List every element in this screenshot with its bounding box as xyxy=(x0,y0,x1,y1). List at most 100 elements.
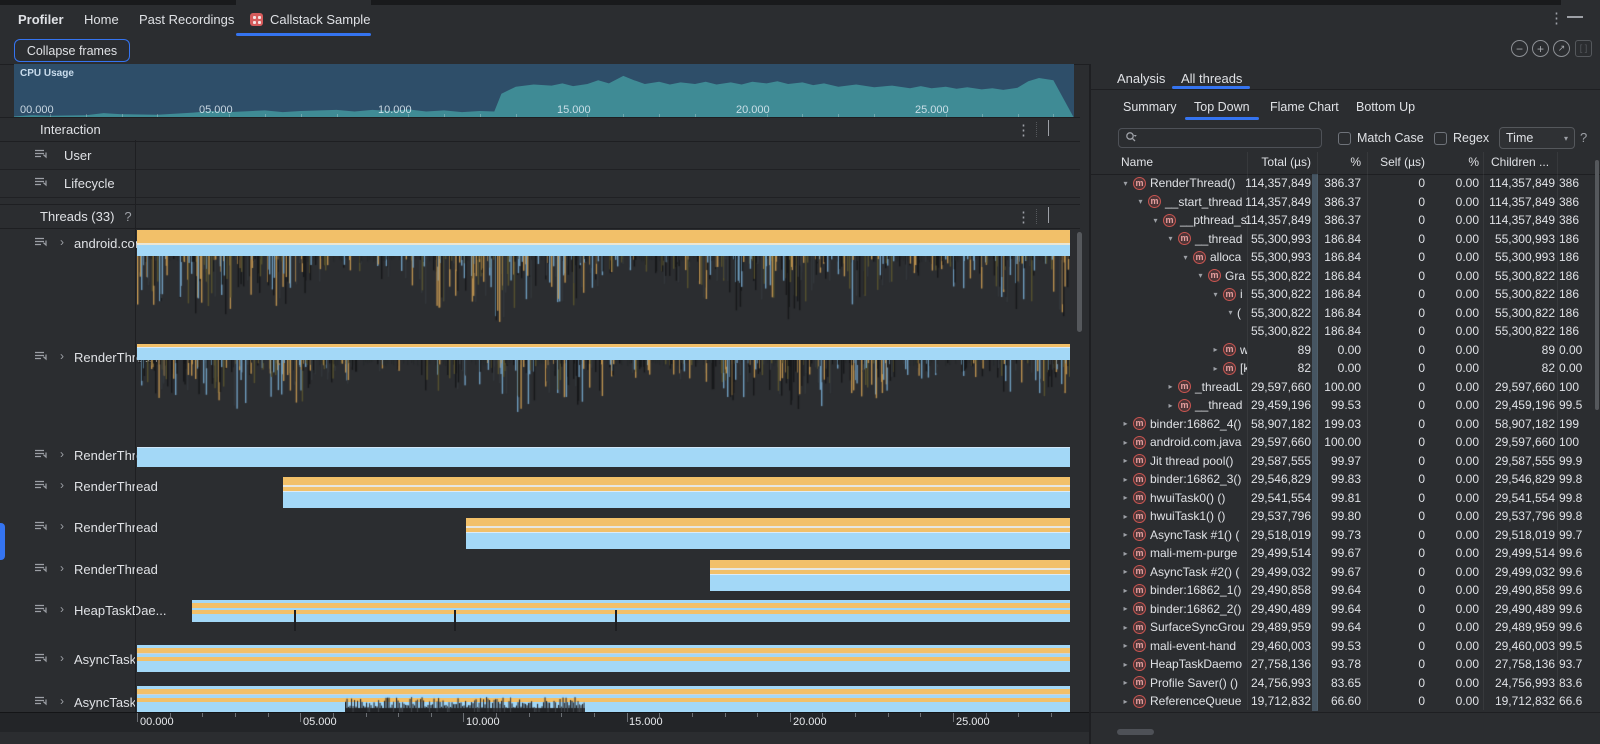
chevron-right-icon[interactable]: › xyxy=(60,349,64,363)
chevron-right-icon[interactable]: ▸ xyxy=(1123,641,1128,651)
chevron-down-icon[interactable]: ▾ xyxy=(1168,234,1173,244)
table-row[interactable]: 55,300,822 186.84 0 0.00 55,300,822 186 xyxy=(1091,322,1600,341)
subtab-flame-chart[interactable]: Flame Chart xyxy=(1270,97,1339,117)
chevron-right-icon[interactable]: ▸ xyxy=(1123,622,1128,632)
track-header-divider[interactable] xyxy=(135,140,136,712)
column-header-children[interactable]: Children ... xyxy=(1491,155,1550,169)
chevron-right-icon[interactable]: › xyxy=(60,519,64,533)
column-header-total-pct[interactable]: % xyxy=(1350,155,1361,169)
column-header-name[interactable]: Name xyxy=(1121,155,1154,169)
table-row[interactable]: ▾ m __start_thread 114,357,849 386.37 0 0.00 11… xyxy=(1091,193,1600,212)
chevron-down-icon[interactable]: ▾ xyxy=(1153,215,1158,225)
thread-track-heaptaskdaemon[interactable] xyxy=(192,600,1070,622)
thread-track-renderthread-callstack[interactable] xyxy=(137,360,1070,418)
table-row[interactable]: ▸ m __thread 29,459,196 99.53 0 0.00 29,459,196… xyxy=(1091,396,1600,415)
search-input[interactable] xyxy=(1118,128,1322,148)
interaction-row-user[interactable]: User xyxy=(0,141,1080,170)
threads-help-icon[interactable]: ? xyxy=(124,209,132,224)
thread-track-renderthread-4[interactable] xyxy=(466,518,1070,549)
chevron-right-icon[interactable]: › xyxy=(60,561,64,575)
panel-divider[interactable] xyxy=(1089,64,1090,744)
table-row[interactable]: ▸ m hwuiTask0() () 29,541,554 99.81 0 0.00 29,5… xyxy=(1091,489,1600,508)
table-row[interactable]: ▸ m [ke 82 0.00 0 0.00 82 0.00 xyxy=(1091,359,1600,378)
thread-track-renderthread-5[interactable] xyxy=(710,560,1070,591)
interaction-options-icon[interactable]: ⋮ xyxy=(1016,122,1031,139)
match-case-checkbox[interactable] xyxy=(1338,132,1351,145)
table-row[interactable]: ▸ m binder:16862_3() 29,546,829 99.83 0 0.00 29… xyxy=(1091,470,1600,489)
table-row[interactable]: ▸ m SurfaceSyncGrou 29,489,959 99.64 0 0.00 29,… xyxy=(1091,618,1600,637)
chevron-right-icon[interactable]: ▸ xyxy=(1123,659,1128,669)
table-row[interactable]: ▸ m android.com.java 29,597,660 100.00 0 0.00 2… xyxy=(1091,433,1600,452)
table-row[interactable]: ▸ m _threadL 29,597,660 100.00 0 0.00 29,597,66… xyxy=(1091,378,1600,397)
chevron-right-icon[interactable]: › xyxy=(60,235,64,249)
thread-track-asynctask2[interactable] xyxy=(137,686,1070,712)
zoom-out-icon[interactable]: − xyxy=(1511,40,1528,57)
table-row[interactable]: ▾(55,300,822 186.84 0 0.00 55,300,822 186 xyxy=(1091,304,1600,323)
filter-help-icon[interactable]: ? xyxy=(1580,130,1588,145)
table-scrollbar[interactable] xyxy=(1595,160,1599,410)
table-row[interactable]: ▾ m alloca 55,300,993 186.84 0 0.00 55,300,993 1… xyxy=(1091,248,1600,267)
chevron-down-icon[interactable]: ▾ xyxy=(1228,308,1233,318)
zoom-to-selection-icon[interactable]: [ ] xyxy=(1575,40,1592,57)
subtab-top-down[interactable]: Top Down xyxy=(1194,97,1250,117)
chevron-right-icon[interactable]: ▸ xyxy=(1123,567,1128,577)
tab-past-recordings[interactable]: Past Recordings xyxy=(139,7,234,31)
interaction-section-header[interactable]: Interaction ⋮ xyxy=(0,117,1080,142)
chevron-down-icon[interactable]: ▾ xyxy=(1138,197,1143,207)
chevron-right-icon[interactable]: ▸ xyxy=(1123,604,1128,614)
table-row[interactable]: ▸ m mali-mem-purge 29,499,514 99.67 0 0.00 29,4… xyxy=(1091,544,1600,563)
thread-track-asynctask1[interactable] xyxy=(137,645,1070,672)
chevron-right-icon[interactable]: ▸ xyxy=(1213,345,1218,355)
table-row[interactable]: ▸ m AsyncTask #1() (29,518,019 99.73 0 0.00 29… xyxy=(1091,526,1600,545)
table-row[interactable]: ▸ mwai 89 0.00 0 0.00 89 0.00 xyxy=(1091,341,1600,360)
table-row[interactable]: ▸ m Profile Saver() () 24,756,993 83.65 0 0.00… xyxy=(1091,674,1600,693)
chevron-right-icon[interactable]: › xyxy=(60,651,64,665)
table-row[interactable]: ▸ m binder:16862_2() 29,490,489 99.64 0 0.00 29… xyxy=(1091,600,1600,619)
chevron-right-icon[interactable]: ▸ xyxy=(1168,400,1173,410)
chevron-right-icon[interactable]: › xyxy=(60,478,64,492)
table-row[interactable]: ▾ m __pthread_s 114,357,849 386.37 0 0.00 114,3… xyxy=(1091,211,1600,230)
chevron-right-icon[interactable]: › xyxy=(60,694,64,708)
table-row[interactable]: ▾ m __thread 55,300,993 186.84 0 0.00 55,300,99… xyxy=(1091,230,1600,249)
threads-options-icon[interactable]: ⋮ xyxy=(1016,209,1031,226)
horizontal-scrollbar[interactable] xyxy=(1117,729,1154,735)
more-options-icon[interactable]: ⋮ xyxy=(1549,10,1564,27)
table-row[interactable]: ▸ m ReferenceQueue 19,712,832 66.60 0 0.00 19,7… xyxy=(1091,692,1600,711)
tab-home[interactable]: Home xyxy=(84,7,119,31)
chevron-right-icon[interactable]: ▸ xyxy=(1123,585,1128,595)
chevron-right-icon[interactable]: ▸ xyxy=(1123,419,1128,429)
chevron-down-icon[interactable]: ▾ xyxy=(1198,271,1203,281)
table-row[interactable]: ▸ m hwuiTask1() () 29,537,796 99.80 0 0.00 29,5… xyxy=(1091,507,1600,526)
chevron-down-icon[interactable]: ▾ xyxy=(1183,252,1188,262)
thread-track-main[interactable] xyxy=(137,230,1070,256)
thread-track-main-callstack[interactable] xyxy=(137,256,1070,328)
chevron-down-icon[interactable]: ▾ xyxy=(1123,178,1128,188)
thread-track-renderthread-3[interactable] xyxy=(283,477,1070,508)
collapse-frames-button[interactable]: Collapse frames xyxy=(14,39,130,62)
threads-section-header[interactable]: Threads (33) ? ⋮ xyxy=(0,204,1080,229)
chevron-down-icon[interactable]: ▾ xyxy=(1213,289,1218,299)
thread-track-renderthread[interactable] xyxy=(137,344,1070,360)
column-header-self[interactable]: Self (µs) xyxy=(1380,155,1425,169)
threads-scrollbar[interactable] xyxy=(1077,232,1082,332)
tab-analysis[interactable]: Analysis xyxy=(1117,68,1165,88)
chevron-right-icon[interactable]: ▸ xyxy=(1123,696,1128,706)
tab-profiler[interactable]: Profiler xyxy=(18,7,64,31)
chevron-right-icon[interactable]: ▸ xyxy=(1123,511,1128,521)
chevron-right-icon[interactable]: ▸ xyxy=(1123,548,1128,558)
chevron-right-icon[interactable]: ▸ xyxy=(1123,530,1128,540)
table-row[interactable]: ▸ m AsyncTask #2() (29,499,032 99.67 0 0.00 29… xyxy=(1091,563,1600,582)
chevron-right-icon[interactable]: ▸ xyxy=(1123,474,1128,484)
chevron-right-icon[interactable]: › xyxy=(60,602,64,616)
table-row[interactable]: ▸ m binder:16862_4() 58,907,182 199.03 0 0.00 5… xyxy=(1091,415,1600,434)
subtab-summary[interactable]: Summary xyxy=(1123,97,1176,117)
chevron-right-icon[interactable]: ▸ xyxy=(1123,437,1128,447)
reset-zoom-icon[interactable]: ↗ xyxy=(1553,40,1570,57)
table-row[interactable]: ▾ m RenderThread() 114,357,849 386.37 0 0.00 11… xyxy=(1091,174,1600,193)
tab-all-threads[interactable]: All threads xyxy=(1181,68,1242,88)
chevron-right-icon[interactable]: ▸ xyxy=(1168,382,1173,392)
chevron-right-icon[interactable]: ▸ xyxy=(1123,456,1128,466)
search-field[interactable] xyxy=(1141,129,1305,147)
table-row[interactable]: ▸ m binder:16862_1() 29,490,858 99.64 0 0.00 29… xyxy=(1091,581,1600,600)
collapse-section-icon[interactable] xyxy=(1048,207,1049,223)
